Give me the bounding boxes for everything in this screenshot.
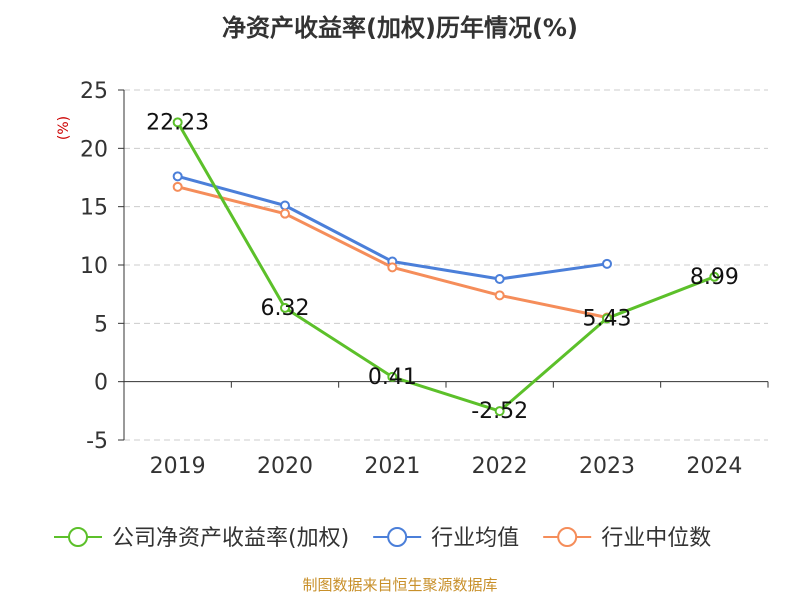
y-tick-label: 15 bbox=[80, 196, 108, 221]
data-label: 6.32 bbox=[261, 296, 310, 321]
chart-title: 净资产收益率(加权)历年情况(%) bbox=[222, 14, 578, 42]
data-point bbox=[709, 271, 720, 282]
y-tick-label: 20 bbox=[80, 137, 108, 162]
y-tick-label: 25 bbox=[80, 79, 108, 104]
x-tick-label: 2024 bbox=[686, 454, 742, 479]
data-label: 5.43 bbox=[583, 306, 632, 331]
legend-label: 行业中位数 bbox=[601, 526, 711, 551]
data-point bbox=[172, 117, 183, 128]
data-point bbox=[494, 290, 505, 301]
data-point bbox=[387, 371, 398, 382]
data-point bbox=[602, 258, 612, 269]
y-tick-label: -5 bbox=[86, 429, 108, 454]
legend-label: 公司净资产收益率(加权) bbox=[112, 526, 349, 551]
data-point bbox=[602, 313, 612, 324]
y-axis-label: (%) bbox=[56, 116, 72, 140]
data-label: 0.41 bbox=[368, 365, 417, 390]
data-point bbox=[280, 208, 290, 219]
legend: 公司净资产收益率(加权) 行业均值 行业中位数 bbox=[54, 526, 711, 551]
legend-item: 公司净资产收益率(加权) bbox=[54, 526, 349, 551]
series-lines bbox=[176, 121, 715, 413]
y-ticks: -5 0 5 10 15 20 25 bbox=[80, 79, 108, 454]
series-points bbox=[172, 117, 720, 417]
axes bbox=[118, 89, 769, 441]
x-tick-label: 2021 bbox=[364, 454, 420, 479]
x-tick-label: 2020 bbox=[257, 454, 313, 479]
y-tick-label: 5 bbox=[94, 312, 108, 337]
x-tick-label: 2022 bbox=[472, 454, 528, 479]
legend-item: 行业中位数 bbox=[543, 526, 711, 551]
data-point bbox=[494, 274, 505, 284]
legend-marker bbox=[557, 527, 578, 547]
source-note: 制图数据来自恒生聚源数据库 bbox=[302, 576, 497, 594]
data-label: 22.23 bbox=[146, 110, 209, 135]
x-ticks: 2019 2020 2021 2022 2023 2024 bbox=[150, 454, 743, 479]
data-point bbox=[387, 262, 398, 273]
data-point bbox=[494, 406, 505, 417]
legend-item: 行业均值 bbox=[373, 526, 519, 551]
legend-marker bbox=[68, 527, 88, 547]
data-point bbox=[280, 200, 290, 211]
data-label: 8.99 bbox=[690, 265, 739, 290]
x-tick-label: 2019 bbox=[150, 454, 206, 479]
y-tick-label: 0 bbox=[94, 371, 108, 396]
data-point bbox=[280, 302, 290, 313]
y-tick-label: 10 bbox=[80, 254, 108, 279]
data-label: -2.52 bbox=[471, 399, 528, 424]
series-line-2 bbox=[177, 185, 608, 319]
legend-label: 行业均值 bbox=[431, 526, 519, 551]
data-labels: 22.23 6.32 0.41 -2.52 5.43 8.99 bbox=[146, 110, 739, 424]
x-tick-label: 2023 bbox=[579, 454, 635, 479]
data-point bbox=[172, 171, 183, 182]
grid bbox=[124, 89, 768, 441]
legend-marker bbox=[387, 527, 408, 547]
series-line-0 bbox=[176, 121, 715, 413]
data-point bbox=[172, 181, 183, 192]
